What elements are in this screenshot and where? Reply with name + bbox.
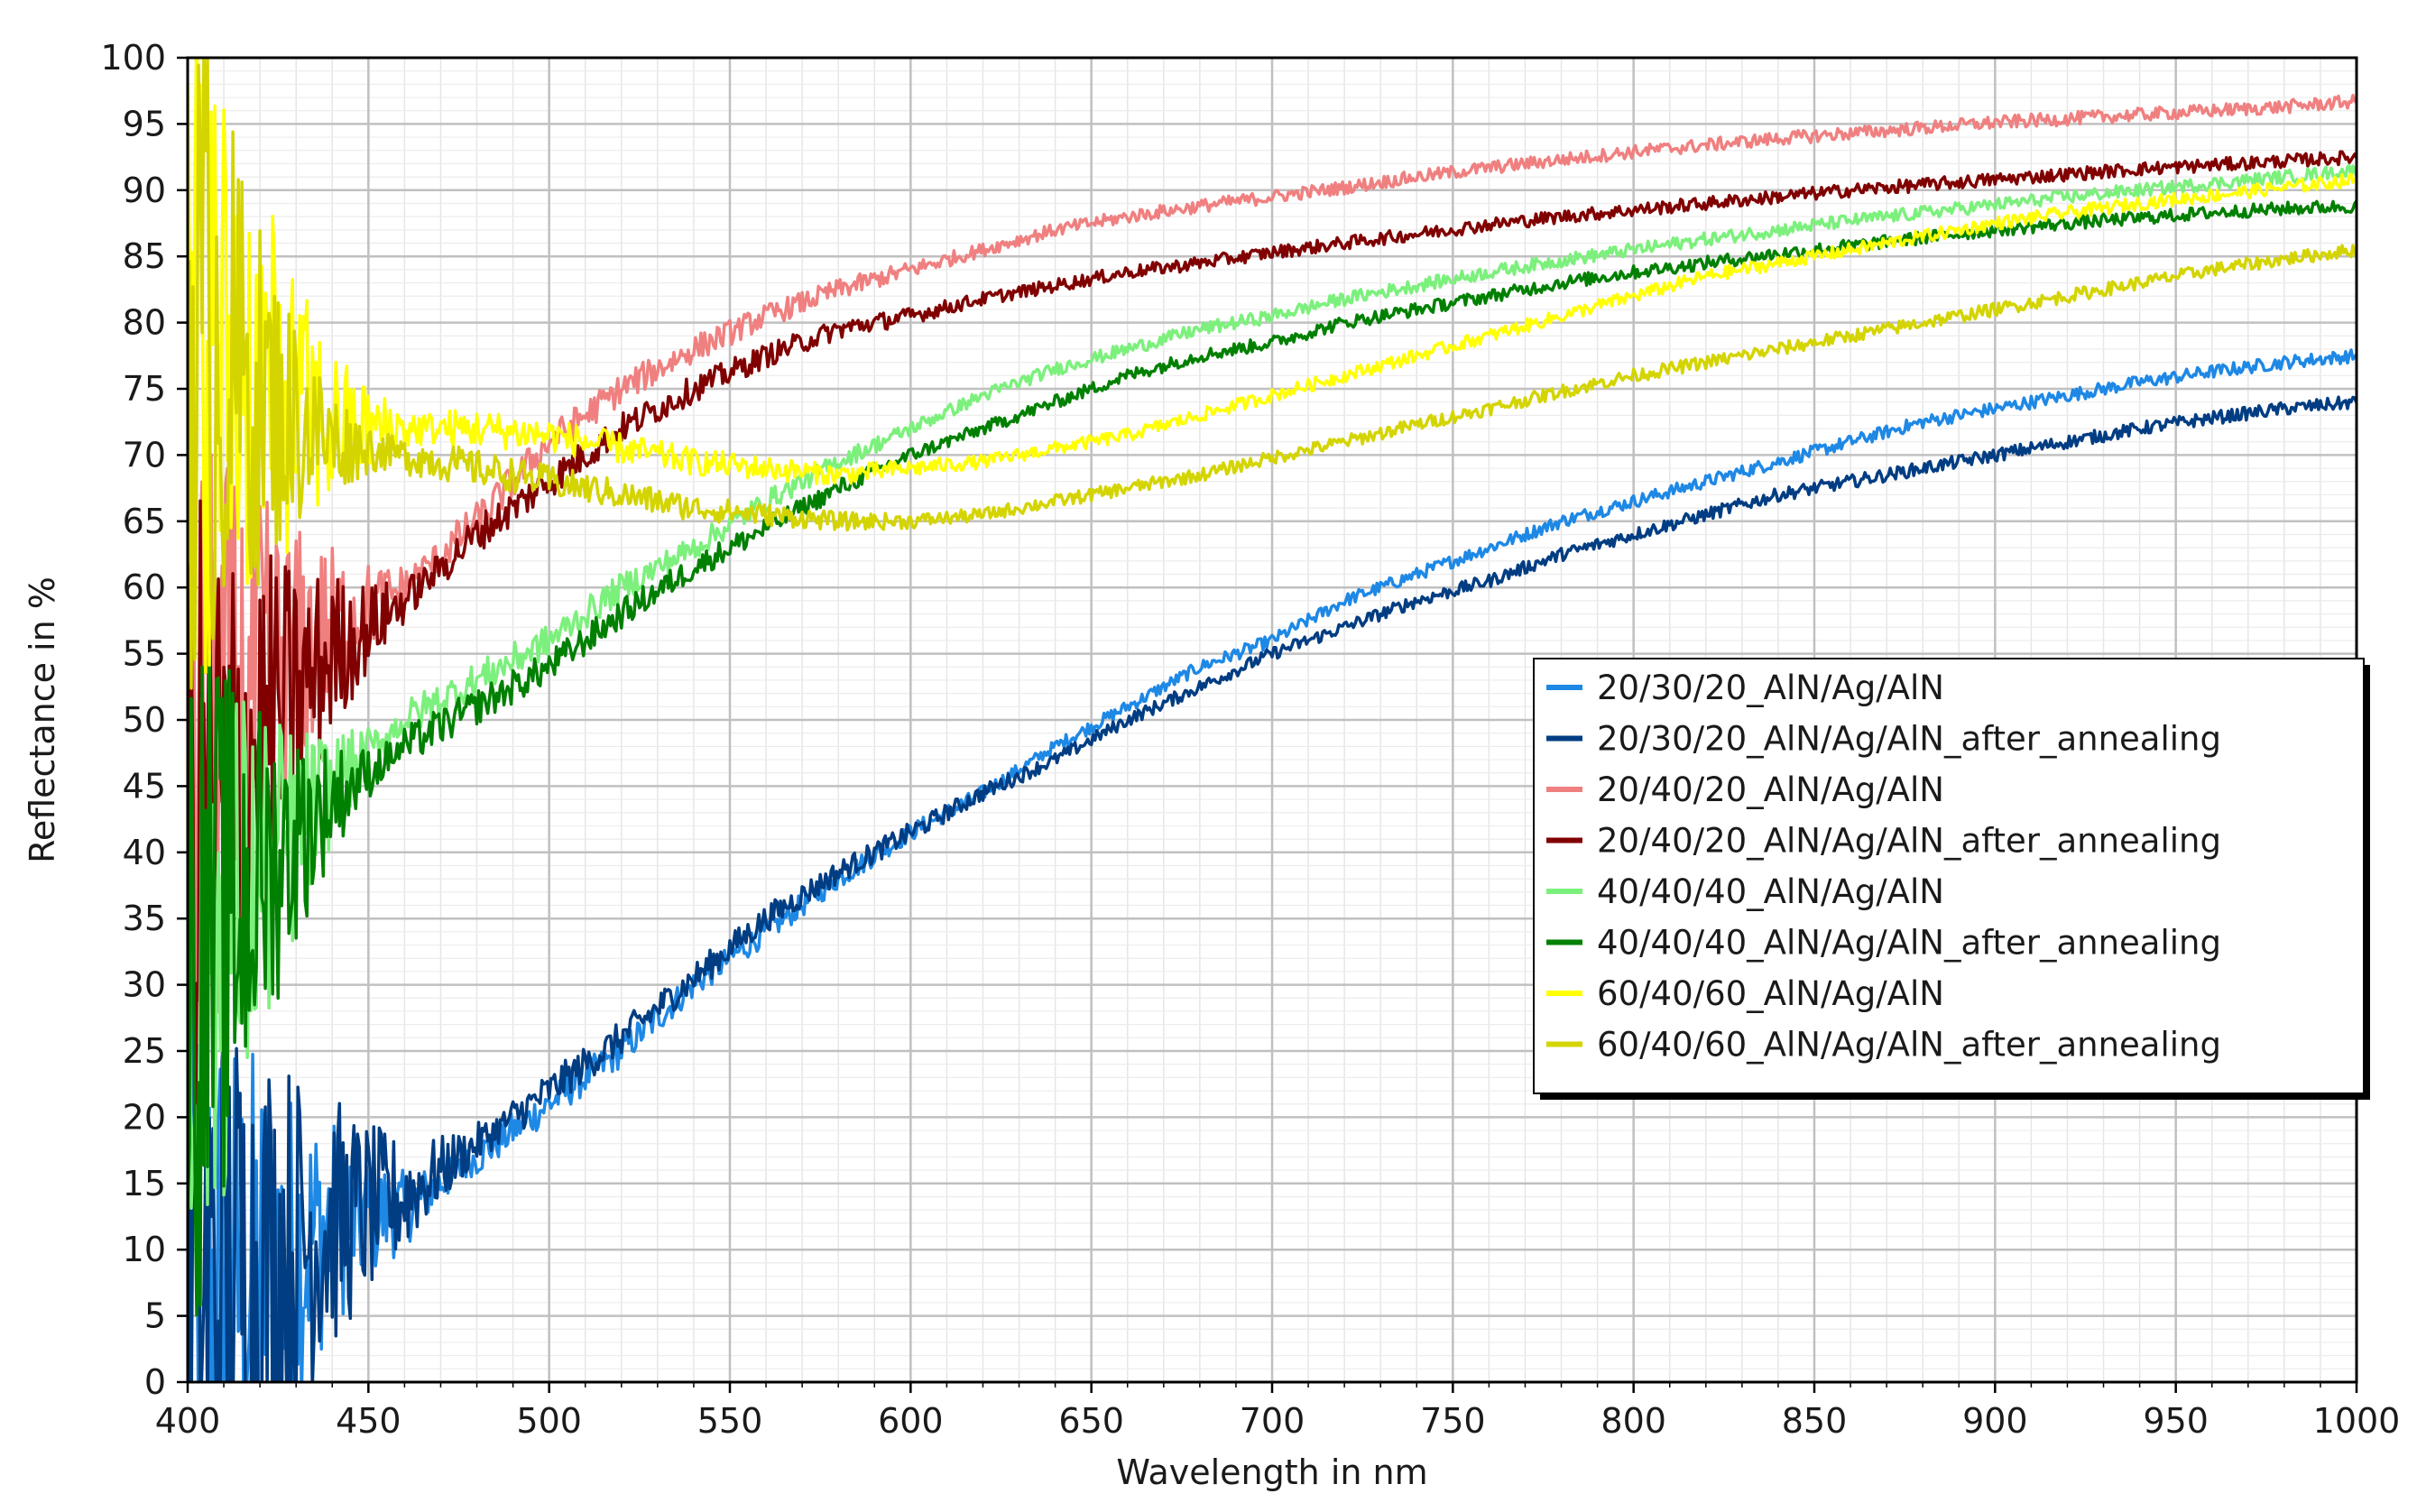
legend-label: 20/40/20_AlN/Ag/AlN [1597,770,1944,809]
legend-box [1533,658,2365,1094]
series-lines [188,58,2357,1382]
legend-label: 40/40/40_AlN/Ag/AlN_after_annealing [1597,924,2221,963]
series-line-20-40-20-aln-ag-aln [188,93,2357,1045]
series-line-20-30-20-aln-ag-aln [188,348,2357,1382]
legend-label: 40/40/40_AlN/Ag/AlN [1597,872,1944,911]
x-tick-label: 1000 [2313,1401,2401,1441]
x-tick-label: 950 [2143,1401,2209,1441]
y-tick-label: 100 [100,38,166,78]
y-tick-label: 90 [123,171,166,210]
legend-label: 20/40/20_AlN/Ag/AlN_after_annealing [1597,822,2221,861]
x-axis-title: Wavelength in nm [1116,1452,1427,1492]
y-tick-label: 95 [123,104,166,143]
legend-label: 60/40/60_AlN/Ag/AlN_after_annealing [1597,1026,2221,1065]
x-tick-label: 600 [878,1401,944,1441]
y-tick-label: 45 [123,766,166,806]
x-tick-label: 700 [1240,1401,1305,1441]
series-line-60-40-60-aln-ag-aln-after-annealing [188,58,2357,690]
x-tick-label: 900 [1962,1401,2028,1441]
x-tick-label: 850 [1782,1401,1848,1441]
series-line-40-40-40-aln-ag-aln [188,163,2357,1302]
x-tick-label: 750 [1420,1401,1486,1441]
y-tick-label: 5 [144,1296,166,1336]
y-axis-title: Reflectance in % [23,576,62,863]
y-tick-label: 50 [123,700,166,740]
y-tick-label: 65 [123,502,166,541]
y-tick-label: 55 [123,634,166,674]
x-tick-label: 450 [336,1401,401,1441]
x-tick-label: 400 [155,1401,221,1441]
y-tick-label: 80 [123,303,166,343]
y-tick-label: 0 [144,1362,166,1402]
axis-ticks: 400 450 500 550 600 650 700 750 800 850 900 950 1000… [100,38,2400,1441]
y-tick-label: 20 [123,1097,166,1137]
y-tick-label: 15 [123,1164,166,1203]
y-tick-label: 10 [123,1230,166,1269]
x-tick-label: 650 [1058,1401,1124,1441]
legend: 20/30/20_AlN/Ag/AlN 20/30/20_AlN/Ag/AlN_a… [1533,658,2370,1100]
y-tick-label: 40 [123,833,166,872]
y-tick-label: 35 [123,899,166,938]
series-line-20-30-20-aln-ag-aln-after-annealing [188,395,2357,1382]
x-tick-label: 550 [697,1401,763,1441]
grid [186,56,2358,1384]
series-line-60-40-60-aln-ag-aln [188,58,2357,675]
legend-label: 20/30/20_AlN/Ag/AlN_after_annealing [1597,720,2221,759]
x-tick-label: 800 [1601,1401,1666,1441]
y-tick-label: 70 [123,435,166,475]
y-tick-label: 75 [123,369,166,409]
series-line-40-40-40-aln-ag-aln-after-annealing [188,199,2357,1317]
legend-label: 60/40/60_AlN/Ag/AlN [1597,974,1944,1013]
x-tick-label: 500 [516,1401,582,1441]
y-tick-label: 60 [123,567,166,607]
legend-label: 20/30/20_AlN/Ag/AlN [1597,668,1944,707]
y-tick-label: 85 [123,236,166,276]
y-tick-label: 30 [123,965,166,1005]
y-tick-label: 25 [123,1031,166,1071]
